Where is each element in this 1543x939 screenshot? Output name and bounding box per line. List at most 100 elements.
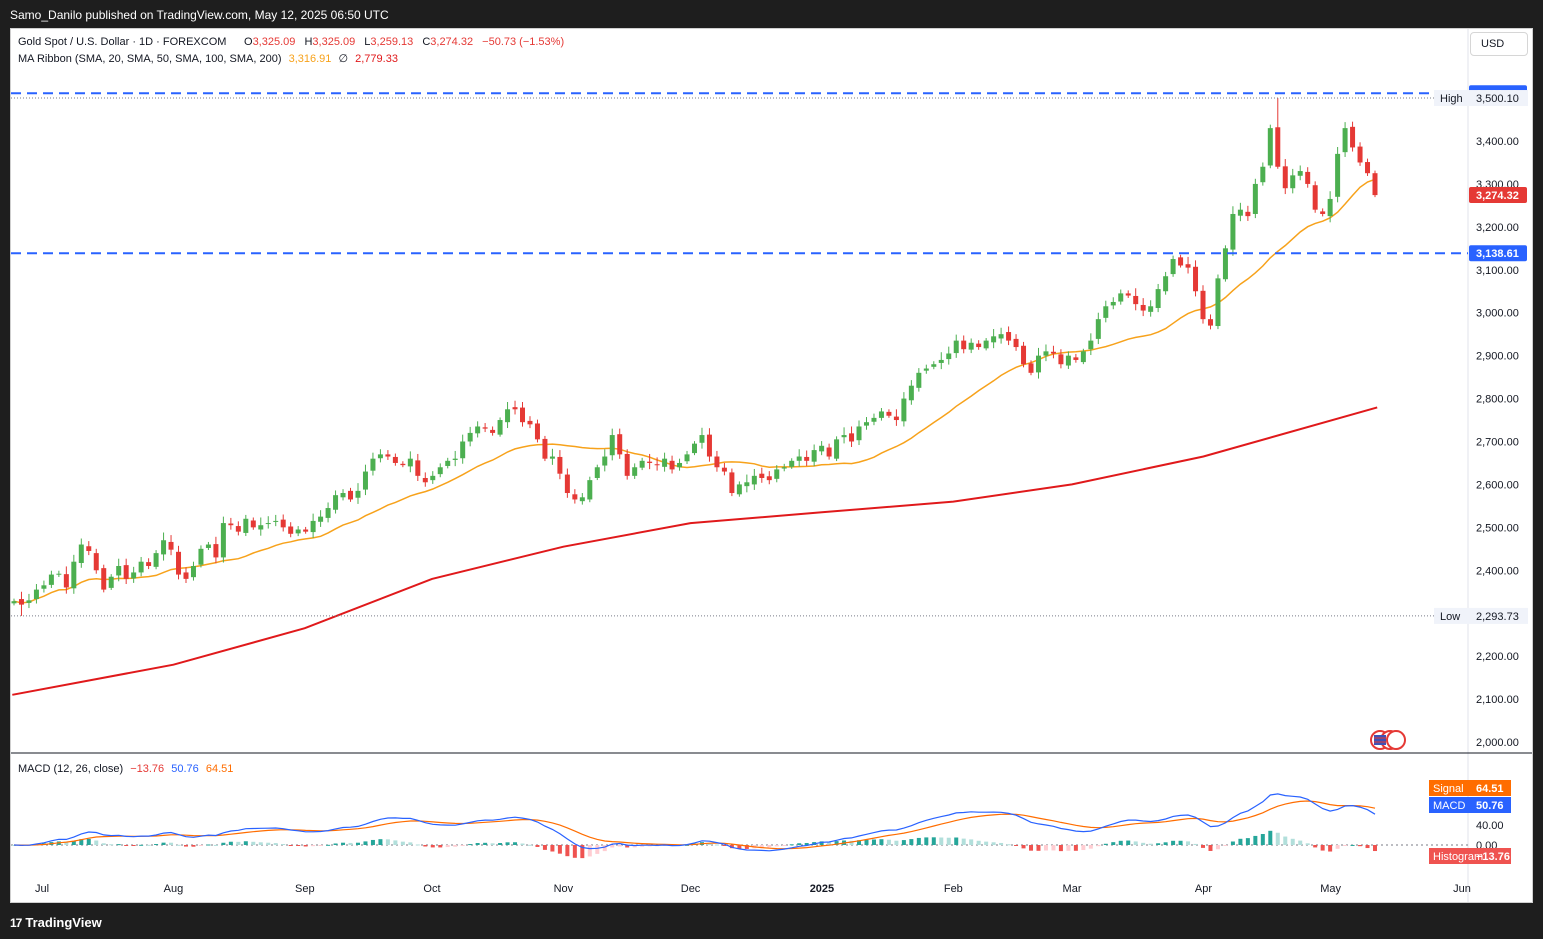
time-tick-label: 2025 <box>810 883 834 895</box>
histogram-bar <box>221 842 226 845</box>
histogram-bar <box>505 842 510 845</box>
candle-body <box>505 409 511 423</box>
candle-body <box>624 453 630 476</box>
candle-body <box>998 334 1004 339</box>
candle-body <box>430 475 436 481</box>
candle-body <box>1312 185 1318 210</box>
candle-body <box>1118 293 1124 302</box>
candle-body <box>1305 171 1311 184</box>
candle-body <box>183 572 189 579</box>
histogram-bar <box>1163 842 1168 845</box>
candle-body <box>1200 290 1206 320</box>
histogram-bar <box>453 845 458 847</box>
histogram-bar <box>1201 845 1206 848</box>
price-axis[interactable]: 2,000.00 2,100.00 2,200.00 2,400.00 2,500.00… <box>1467 29 1519 902</box>
histogram-bar <box>475 843 480 845</box>
candle-body <box>923 368 929 371</box>
candle-body <box>901 398 907 422</box>
candle-body <box>220 523 226 558</box>
histogram-bar <box>729 845 734 849</box>
candle-body <box>1267 128 1273 166</box>
histogram-bar <box>348 842 353 845</box>
histogram-bar <box>1283 836 1288 845</box>
tradingview-logo[interactable]: 17 TradingView <box>10 915 102 930</box>
horizontal-lines-layer[interactable] <box>11 92 1468 617</box>
candle-body <box>101 568 107 590</box>
histogram-bar <box>901 840 906 845</box>
price-labels-layer: 3,511.093,138.613,274.32High3,500.10Low2… <box>1434 85 1528 624</box>
histogram-bar <box>1043 845 1048 851</box>
histogram-axis-tag-label: Histogram <box>1433 851 1483 863</box>
candle-body <box>1065 355 1071 366</box>
histogram-bar <box>1298 840 1303 845</box>
candle-body <box>190 565 196 578</box>
price-tick-label: 2,900.00 <box>1476 351 1519 363</box>
tradingview-wordmark: TradingView <box>25 915 102 930</box>
ma-ribbon-legend: MA Ribbon (SMA, 20, SMA, 50, SMA, 100, S… <box>18 53 398 65</box>
candle-body <box>280 519 286 528</box>
candle-body <box>437 467 443 475</box>
price-tick-label: 2,600.00 <box>1476 479 1519 491</box>
ohlc-c-value: 3,274.32 <box>430 36 473 48</box>
candle-body <box>482 427 488 429</box>
candle-body <box>908 385 914 401</box>
candle-body <box>946 353 952 360</box>
histogram-bar <box>303 845 308 847</box>
chart-frame[interactable] <box>10 28 1533 903</box>
macd-axis-tag-value: 50.76 <box>1476 800 1504 812</box>
candle-body <box>1163 276 1169 292</box>
candle-body <box>886 411 892 416</box>
candle-body <box>1207 319 1213 326</box>
macd-axis-tag-label: MACD <box>1433 800 1465 812</box>
histogram-bar <box>744 845 749 849</box>
macd-line-value: 50.76 <box>171 763 199 775</box>
histogram-bar <box>198 845 203 846</box>
histogram-bar <box>273 843 278 845</box>
currency-button[interactable]: USD <box>1470 32 1528 56</box>
candle-body <box>198 548 204 565</box>
histogram-bar <box>879 839 884 845</box>
candle-body <box>647 461 653 463</box>
histogram-bar <box>984 841 989 845</box>
ohlc-values: O3,325.09 H3,325.09 L3,259.13 C3,274.32 … <box>244 36 564 48</box>
histogram-bar <box>176 844 181 846</box>
candle-body <box>467 432 473 442</box>
event-flags-icon[interactable] <box>1370 730 1406 750</box>
candle-body <box>1088 340 1094 350</box>
histogram-bar <box>1014 845 1019 846</box>
histogram-bar <box>296 845 301 846</box>
macd-pane[interactable]: 0.0040.0080.00Signal64.51MACD50.76Histog… <box>11 780 1511 864</box>
histogram-bar <box>228 841 233 845</box>
candle-body <box>243 518 249 533</box>
histogram-bar <box>169 842 174 845</box>
signal-axis-tag-value: 64.51 <box>1476 783 1504 795</box>
histogram-bar <box>572 845 577 858</box>
candle-body <box>1035 355 1041 373</box>
histogram-bar <box>385 839 390 845</box>
candle-body <box>1140 304 1146 311</box>
histogram-bar <box>408 842 413 845</box>
candle-body <box>557 456 563 474</box>
histogram-bar <box>1073 845 1078 851</box>
candle-body <box>729 472 735 494</box>
candle-body <box>1170 259 1176 275</box>
candle-body <box>116 565 122 576</box>
histogram-bar <box>1081 845 1086 851</box>
candle-body <box>1148 306 1154 312</box>
candle-body <box>1320 211 1326 214</box>
histogram-bar <box>213 844 218 846</box>
candle-body <box>587 480 593 500</box>
histogram-bar <box>1006 844 1011 846</box>
candle-body <box>333 495 339 510</box>
candle-body <box>325 508 331 518</box>
candle-body <box>572 494 578 500</box>
time-tick-label: Nov <box>554 883 574 895</box>
candle-body <box>1006 332 1012 341</box>
histogram-bar <box>939 837 944 845</box>
time-axis[interactable]: Jul Aug Sep Oct Nov Dec 2025 Feb Mar Apr May Jun <box>35 883 1471 895</box>
candle-body <box>849 433 855 442</box>
histogram-bar <box>1058 845 1063 852</box>
candle-body <box>415 460 421 476</box>
histogram-bar <box>1156 843 1161 845</box>
